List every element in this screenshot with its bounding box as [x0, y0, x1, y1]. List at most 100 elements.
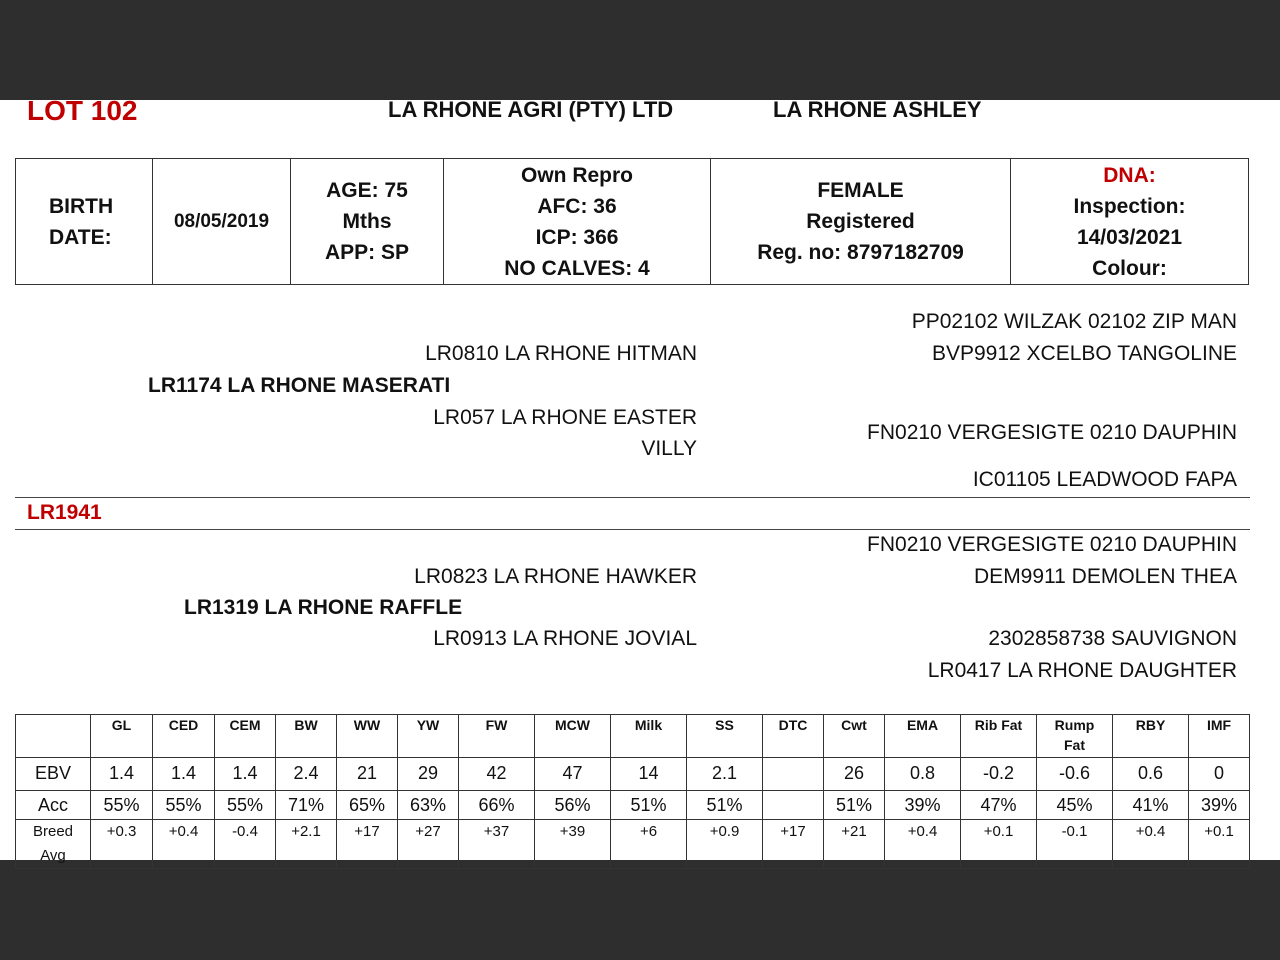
lot-number: LOT 102 [27, 95, 138, 126]
column-header: MCW [534, 714, 611, 758]
column-header: FW [458, 714, 535, 758]
ebv-cell: 39% [1188, 790, 1250, 820]
column-header: WW [336, 714, 398, 758]
age-unit: Mths [342, 210, 392, 233]
colour-label: Colour: [1092, 256, 1167, 280]
ebv-cell: 1.4 [214, 757, 276, 791]
pedigree-dam-dam: LR0913 LA RHONE JOVIAL [433, 627, 697, 650]
info-table: BIRTH DATE: 08/05/2019 AGE: 75 Mths APP: S… [15, 158, 1249, 285]
ebv-row: Breed Avg +0.3 +0.4 -0.4 +2.1 +17 +27 +37 +39 +6 +… [15, 819, 1280, 869]
pedigree-dam-sire: LR0823 LA RHONE HAWKER [414, 565, 697, 588]
ebv-cell: 51% [610, 790, 687, 820]
ebv-cell: +6 [610, 819, 687, 869]
ebv-cell: 65% [336, 790, 398, 820]
ebv-cell: +37 [458, 819, 535, 869]
ebv-header-row: GL CED CEM BW WW YW FW MCW Milk SS DTC Cwt EMA Rib Fa… [15, 714, 1280, 758]
ebv-cell: 41% [1112, 790, 1189, 820]
ebv-cell: 26 [823, 757, 885, 791]
ebv-table: GL CED CEM BW WW YW FW MCW Milk SS DTC Cwt EMA Rib Fa… [15, 714, 1280, 869]
own-repro: Own Repro [520, 163, 633, 187]
ebv-cell: 51% [823, 790, 885, 820]
pedigree-sire: LR1174 LA RHONE MASERATI [148, 374, 451, 397]
ebv-cell: +0.1 [1188, 819, 1250, 869]
birth-date: 08/05/2019 [152, 158, 291, 285]
ebv-cell: -0.4 [214, 819, 276, 869]
icp: ICP: 366 [535, 225, 619, 249]
ebv-cell: 39% [884, 790, 961, 820]
pedigree-sire-dam-cont: VILLY [641, 437, 697, 460]
column-header: SS [686, 714, 763, 758]
age: AGE: 75 [326, 179, 408, 202]
inspection-label: Inspection: [1073, 194, 1186, 218]
ebv-cell: +0.3 [90, 819, 153, 869]
ebv-cell: +0.1 [960, 819, 1037, 869]
column-header: Milk [610, 714, 687, 758]
pedigree-ss-dam: BVP9912 XCELBO TANGOLINE [931, 342, 1237, 365]
ebv-cell: 47% [960, 790, 1037, 820]
sex: FEMALE [817, 179, 904, 202]
row-label: Acc [15, 790, 91, 820]
breeder-name: LA RHONE AGRI (PTY) LTD [388, 97, 674, 122]
ebv-cell: -0.2 [960, 757, 1037, 791]
ebv-cell: 71% [275, 790, 337, 820]
ebv-cell: 2.4 [275, 757, 337, 791]
status: Registered [806, 210, 915, 233]
corner-cell [15, 714, 91, 758]
column-header: CED [152, 714, 215, 758]
ebv-cell: +39 [534, 819, 611, 869]
pedigree-dam: LR1319 LA RHONE RAFFLE [184, 596, 463, 619]
ebv-cell: +0.4 [152, 819, 215, 869]
ebv-cell: 55% [152, 790, 215, 820]
column-header: CEM [214, 714, 276, 758]
column-header: DTC [762, 714, 824, 758]
ebv-cell: 56% [534, 790, 611, 820]
pedigree-ds-dam: DEM9911 DEMOLEN THEA [974, 565, 1237, 588]
column-header: BW [275, 714, 337, 758]
reg-no: Reg. no: 8797182709 [757, 241, 964, 264]
row-label: EBV [15, 757, 91, 791]
pedigree-ds-sire: FN0210 VERGESIGTE 0210 DAUPHIN [867, 533, 1237, 556]
ebv-cell: 55% [90, 790, 153, 820]
column-header: Rib Fat [960, 714, 1037, 758]
ebv-cell: 29 [397, 757, 459, 791]
ebv-cell: 1.4 [90, 757, 153, 791]
pedigree-sd-dam: IC01105 LEADWOOD FAPA [972, 468, 1237, 491]
ebv-cell: +17 [336, 819, 398, 869]
column-header: Cwt [823, 714, 885, 758]
ebv-cell: -0.6 [1036, 757, 1113, 791]
column-header: EMA [884, 714, 961, 758]
ebv-cell: +21 [823, 819, 885, 869]
ebv-cell: +27 [397, 819, 459, 869]
ebv-cell: 45% [1036, 790, 1113, 820]
pedigree-ss-sire: PP02102 WILZAK 02102 ZIP MAN [911, 310, 1237, 333]
pedigree-sd-sire: FN0210 VERGESIGTE 0210 DAUPHIN [867, 421, 1237, 444]
pedigree-sire-sire: LR0810 LA RHONE HITMAN [425, 342, 697, 365]
ebv-cell: +0.4 [1112, 819, 1189, 869]
ebv-cell: -0.1 [1036, 819, 1113, 869]
ebv-cell: 66% [458, 790, 535, 820]
ebv-cell: 51% [686, 790, 763, 820]
ebv-row: EBV 1.4 1.4 1.4 2.4 21 29 42 47 14 2.1 26 0.8 -0.2 -0.… [15, 757, 1280, 791]
ebv-cell: +0.9 [686, 819, 763, 869]
pedigree-dd-dam: LR0417 LA RHONE DAUGHTER [927, 659, 1237, 682]
column-header: GL [90, 714, 153, 758]
appraisal: APP: SP [324, 241, 410, 264]
ebv-row: Acc 55% 55% 55% 71% 65% 63% 66% 56% 51% 51% 51% 39% 4… [15, 790, 1280, 820]
ebv-cell: 42 [458, 757, 535, 791]
ebv-cell: +0.4 [884, 819, 961, 869]
ebv-cell: 0.6 [1112, 757, 1189, 791]
afc: AFC: 36 [537, 194, 617, 218]
inspection-date: 14/03/2021 [1076, 225, 1183, 249]
ebv-cell [762, 757, 824, 791]
ebv-cell: 14 [610, 757, 687, 791]
ebv-cell: 21 [336, 757, 398, 791]
farm-name: LA RHONE ASHLEY [773, 97, 982, 122]
row-label: Breed Avg [15, 819, 91, 869]
calves: NO CALVES: 4 [504, 256, 650, 280]
ebv-cell: +2.1 [275, 819, 337, 869]
column-header: IMF [1188, 714, 1250, 758]
ebv-cell: 55% [214, 790, 276, 820]
birth-date-label: BIRTH DATE: [49, 194, 114, 249]
dna-label: DNA: [1103, 163, 1156, 187]
column-header: YW [397, 714, 459, 758]
